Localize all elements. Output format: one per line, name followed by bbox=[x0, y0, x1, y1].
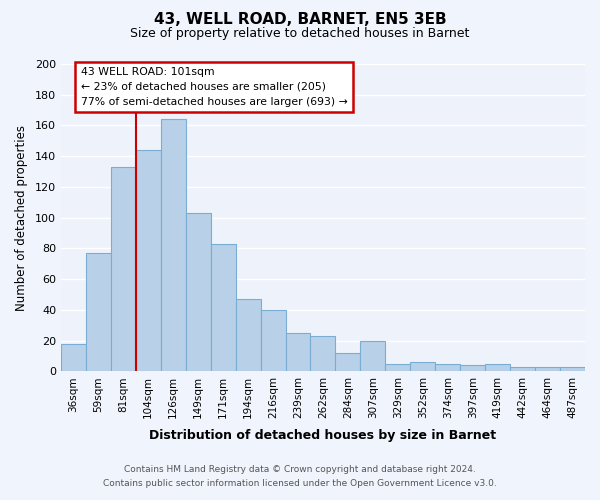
Bar bbox=[361, 340, 385, 372]
Bar bbox=[335, 353, 361, 372]
X-axis label: Distribution of detached houses by size in Barnet: Distribution of detached houses by size … bbox=[149, 430, 497, 442]
Bar bbox=[111, 167, 136, 372]
Bar bbox=[286, 333, 310, 372]
Bar bbox=[410, 362, 435, 372]
Bar bbox=[510, 367, 535, 372]
Bar bbox=[485, 364, 510, 372]
Bar bbox=[385, 364, 410, 372]
Y-axis label: Number of detached properties: Number of detached properties bbox=[15, 124, 28, 310]
Bar bbox=[460, 366, 485, 372]
Bar bbox=[560, 367, 585, 372]
Bar bbox=[435, 364, 460, 372]
Text: Size of property relative to detached houses in Barnet: Size of property relative to detached ho… bbox=[130, 28, 470, 40]
Text: 43 WELL ROAD: 101sqm
← 23% of detached houses are smaller (205)
77% of semi-deta: 43 WELL ROAD: 101sqm ← 23% of detached h… bbox=[81, 67, 347, 106]
Bar bbox=[211, 244, 236, 372]
Bar bbox=[260, 310, 286, 372]
Bar bbox=[136, 150, 161, 372]
Text: 43, WELL ROAD, BARNET, EN5 3EB: 43, WELL ROAD, BARNET, EN5 3EB bbox=[154, 12, 446, 28]
Bar bbox=[186, 213, 211, 372]
Text: Contains HM Land Registry data © Crown copyright and database right 2024.
Contai: Contains HM Land Registry data © Crown c… bbox=[103, 466, 497, 487]
Bar bbox=[535, 367, 560, 372]
Bar bbox=[161, 120, 186, 372]
Bar bbox=[61, 344, 86, 371]
Bar bbox=[236, 299, 260, 372]
Bar bbox=[86, 253, 111, 372]
Bar bbox=[310, 336, 335, 372]
